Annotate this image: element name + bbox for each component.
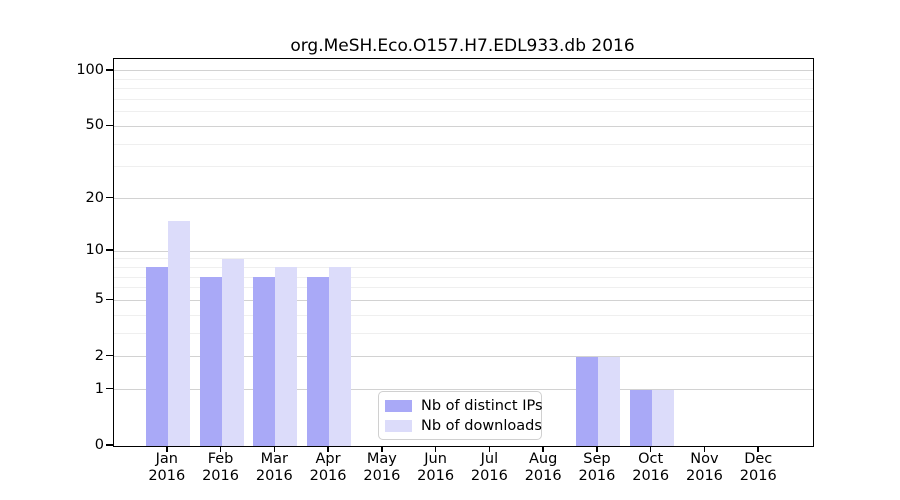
y-axis-tick-label: 10 bbox=[85, 242, 104, 259]
y-axis-tick-label: 50 bbox=[85, 117, 104, 134]
y-axis-tick-mark bbox=[106, 444, 113, 446]
bar-distinct-ips-apr bbox=[307, 277, 330, 446]
legend-item-distinct-ips: Nb of distinct IPs bbox=[385, 397, 543, 415]
x-axis-tick-mark bbox=[757, 446, 759, 452]
minor-gridline bbox=[114, 78, 813, 80]
x-axis-tick-label: Jun 2016 bbox=[417, 451, 455, 484]
x-axis-tick-mark bbox=[219, 446, 222, 452]
bar-distinct-ips-feb bbox=[199, 277, 222, 446]
major-gridline bbox=[114, 389, 813, 391]
x-axis-tick-mark bbox=[434, 446, 437, 452]
x-axis-tick-label: Jul 2016 bbox=[470, 451, 508, 484]
y-axis-tick-label: 2 bbox=[94, 347, 104, 364]
minor-gridline bbox=[114, 111, 813, 113]
y-axis-tick-label: 5 bbox=[94, 291, 104, 308]
x-axis-tick-mark bbox=[273, 446, 276, 452]
major-gridline bbox=[114, 125, 813, 127]
major-gridline bbox=[114, 70, 813, 72]
y-axis-tick-mark bbox=[106, 69, 113, 71]
minor-gridline bbox=[114, 314, 813, 316]
legend: Nb of distinct IPs Nb of downloads bbox=[378, 391, 543, 440]
bar-distinct-ips-mar bbox=[253, 277, 276, 446]
bar-downloads-apr bbox=[329, 267, 352, 446]
minor-gridline bbox=[114, 143, 813, 145]
legend-label-distinct-ips: Nb of distinct IPs bbox=[421, 398, 543, 414]
x-axis-tick-mark bbox=[166, 446, 168, 452]
legend-swatch-distinct-ips bbox=[385, 400, 412, 412]
plot-area bbox=[113, 58, 814, 447]
bar-downloads-oct bbox=[651, 389, 674, 446]
y-axis-tick-label: 1 bbox=[94, 380, 104, 397]
bar-distinct-ips-sep bbox=[575, 356, 598, 446]
major-gridline bbox=[114, 198, 813, 200]
minor-gridline bbox=[114, 266, 813, 268]
x-axis-tick-label: Feb 2016 bbox=[202, 451, 239, 484]
y-axis-tick-label: 100 bbox=[76, 61, 104, 78]
y-axis-tick-mark bbox=[106, 196, 113, 199]
x-axis-tick-mark bbox=[596, 446, 598, 452]
x-axis-tick-label: Apr 2016 bbox=[309, 451, 347, 484]
y-axis-tick-mark bbox=[106, 124, 113, 127]
minor-gridline bbox=[114, 166, 813, 168]
bar-distinct-ips-jan bbox=[145, 267, 168, 446]
y-axis-tick-mark bbox=[106, 387, 113, 390]
y-axis-tick-label: 0 bbox=[94, 437, 104, 453]
x-axis-tick-label: Mar 2016 bbox=[255, 451, 293, 484]
minor-gridline bbox=[114, 332, 813, 334]
x-axis-tick-label: Aug 2016 bbox=[524, 451, 562, 484]
x-axis-tick-label: Oct 2016 bbox=[632, 451, 670, 484]
bar-downloads-jan bbox=[167, 220, 190, 446]
bar-downloads-feb bbox=[221, 258, 244, 446]
minor-gridline bbox=[114, 258, 813, 260]
bar-downloads-mar bbox=[275, 267, 298, 446]
bar-downloads-sep bbox=[597, 356, 620, 446]
y-axis-tick-mark bbox=[106, 354, 113, 357]
minor-gridline bbox=[114, 99, 813, 101]
major-gridline bbox=[114, 356, 813, 358]
y-axis-tick-mark bbox=[106, 249, 113, 251]
legend-swatch-downloads bbox=[385, 420, 412, 432]
x-axis-tick-mark bbox=[327, 446, 329, 452]
y-axis-tick-label: 20 bbox=[85, 189, 104, 206]
x-axis-tick-mark bbox=[488, 446, 491, 452]
x-axis-tick-label: Dec 2016 bbox=[739, 451, 777, 484]
x-axis-tick-mark bbox=[542, 446, 544, 452]
chart-title: org.MeSH.Eco.O157.H7.EDL933.db 2016 bbox=[290, 36, 635, 56]
minor-gridline bbox=[114, 276, 813, 278]
minor-gridline bbox=[114, 287, 813, 289]
x-axis-tick-label: Jan 2016 bbox=[148, 451, 186, 484]
major-gridline bbox=[114, 250, 813, 252]
y-axis-tick-mark bbox=[106, 298, 113, 301]
minor-gridline bbox=[114, 88, 813, 90]
x-axis-tick-mark bbox=[703, 446, 706, 452]
x-axis-tick-label: May 2016 bbox=[363, 451, 401, 484]
major-gridline bbox=[114, 299, 813, 301]
x-axis-tick-mark bbox=[649, 446, 652, 452]
x-axis-tick-label: Sep 2016 bbox=[578, 451, 616, 484]
legend-label-downloads: Nb of downloads bbox=[421, 418, 542, 434]
bar-distinct-ips-oct bbox=[629, 389, 652, 446]
x-axis-tick-label: Nov 2016 bbox=[686, 451, 723, 484]
x-axis-tick-mark bbox=[381, 446, 383, 452]
legend-item-downloads: Nb of downloads bbox=[385, 417, 542, 435]
